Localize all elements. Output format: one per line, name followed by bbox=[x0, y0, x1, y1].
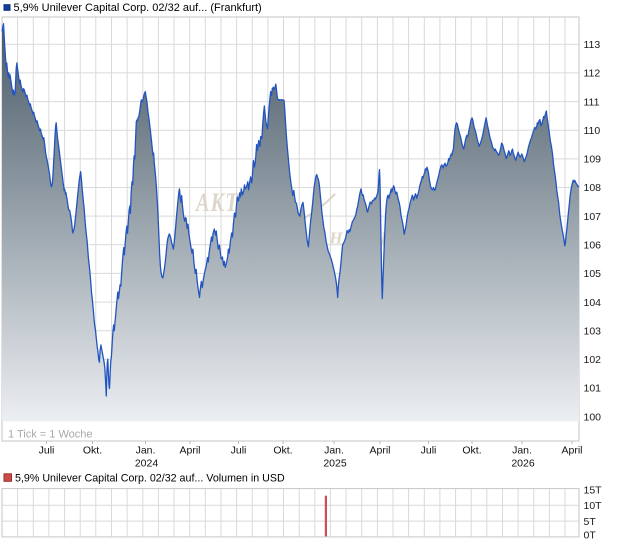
svg-text:2025: 2025 bbox=[323, 458, 347, 470]
svg-text:Juli: Juli bbox=[39, 444, 55, 456]
svg-text:103: 103 bbox=[584, 325, 602, 337]
svg-text:Okt.: Okt. bbox=[83, 444, 102, 456]
svg-text:Okt.: Okt. bbox=[462, 444, 481, 456]
svg-text:0T: 0T bbox=[584, 529, 597, 541]
svg-text:Juli: Juli bbox=[231, 444, 247, 456]
svg-text:113: 113 bbox=[584, 39, 601, 51]
svg-text:Jan.: Jan. bbox=[324, 444, 344, 456]
svg-text:100: 100 bbox=[584, 411, 602, 423]
svg-text:5,9% Unilever Capital Corp. 02: 5,9% Unilever Capital Corp. 02/32 auf...… bbox=[14, 2, 262, 14]
svg-text:10T: 10T bbox=[584, 500, 603, 512]
svg-text:Okt.: Okt. bbox=[273, 444, 292, 456]
svg-text:April: April bbox=[561, 444, 582, 456]
svg-text:2026: 2026 bbox=[511, 458, 535, 470]
svg-text:108: 108 bbox=[584, 182, 602, 194]
svg-text:101: 101 bbox=[584, 383, 602, 395]
svg-text:15T: 15T bbox=[584, 485, 603, 497]
svg-text:5T: 5T bbox=[584, 516, 597, 528]
svg-text:106: 106 bbox=[584, 240, 602, 252]
svg-text:April: April bbox=[179, 444, 200, 456]
svg-text:112: 112 bbox=[584, 68, 601, 80]
svg-text:102: 102 bbox=[584, 354, 602, 366]
svg-text:April: April bbox=[369, 444, 390, 456]
svg-text:2024: 2024 bbox=[135, 458, 159, 470]
svg-text:104: 104 bbox=[584, 297, 602, 309]
svg-text:107: 107 bbox=[584, 211, 602, 223]
svg-text:5,9% Unilever Capital Corp. 02: 5,9% Unilever Capital Corp. 02/32 auf...… bbox=[15, 473, 285, 485]
svg-text:Jan.: Jan. bbox=[512, 444, 532, 456]
svg-text:1 Tick = 1 Woche: 1 Tick = 1 Woche bbox=[8, 429, 92, 441]
svg-text:111: 111 bbox=[584, 96, 600, 108]
svg-text:Jan.: Jan. bbox=[136, 444, 156, 456]
svg-text:109: 109 bbox=[584, 154, 602, 166]
svg-text:105: 105 bbox=[584, 268, 602, 280]
svg-text:110: 110 bbox=[584, 125, 601, 137]
svg-text:Juli: Juli bbox=[421, 444, 437, 456]
